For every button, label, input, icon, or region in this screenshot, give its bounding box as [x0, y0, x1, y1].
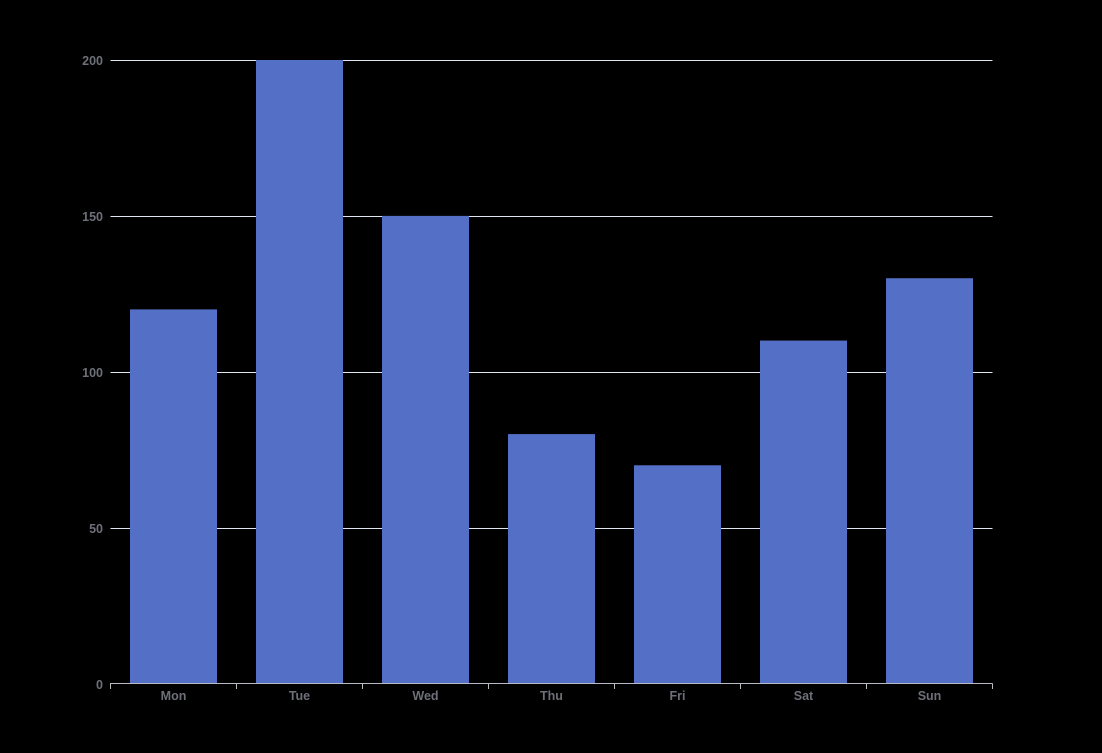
- bar-thu[interactable]: [508, 434, 595, 684]
- x-axis-tick-label: Mon: [161, 689, 187, 703]
- x-axis-tick-label: Tue: [289, 689, 310, 703]
- bar-sat[interactable]: [760, 340, 847, 684]
- y-axis-tick-label: 0: [96, 678, 103, 692]
- x-axis-tick-label: Sun: [918, 689, 942, 703]
- bar-sun[interactable]: [886, 278, 973, 684]
- x-axis-tick-label: Fri: [670, 689, 686, 703]
- bar-tue[interactable]: [256, 60, 343, 684]
- y-axis-tick-label: 200: [82, 54, 103, 68]
- bar-fri[interactable]: [634, 465, 721, 684]
- x-axis-tick-label: Sat: [794, 689, 814, 703]
- bar-wed[interactable]: [382, 215, 469, 684]
- x-axis-tick-label: Thu: [540, 689, 563, 703]
- y-axis-tick-label: 100: [82, 366, 103, 380]
- y-axis-tick-label: 50: [89, 522, 103, 536]
- y-axis-tick-label: 150: [82, 210, 103, 224]
- x-axis-tick-label: Wed: [412, 689, 438, 703]
- bar-mon[interactable]: [130, 309, 217, 684]
